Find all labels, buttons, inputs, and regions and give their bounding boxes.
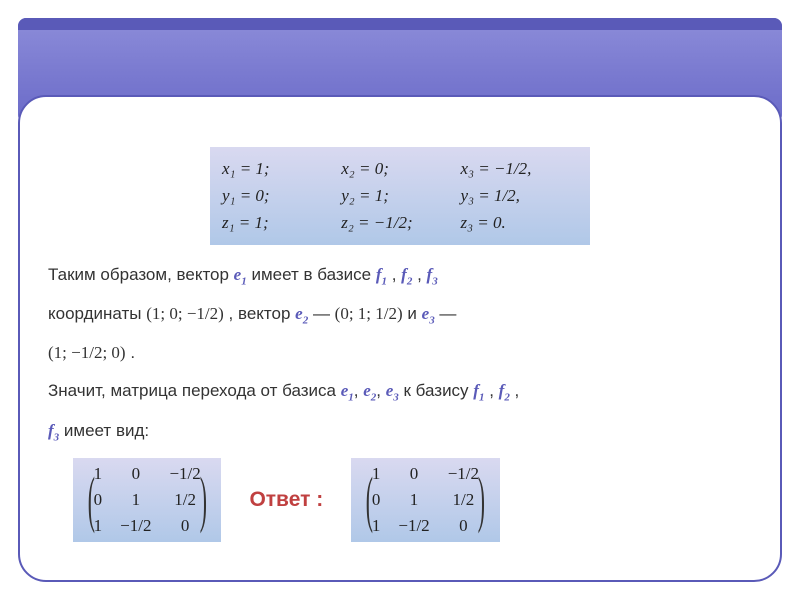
paren-right-icon: ) [199,469,206,531]
equation-row: x₁ = 1; x₂ = 0; x₃ = −1/2, [222,155,578,182]
body-line-4: Значит, матрица перехода от базиса e1, e… [48,375,752,408]
body-line-3: (1; −1/2; 0) . [48,337,752,369]
symbol-f3: f3 [48,421,59,440]
matrix-cell: 1/2 [169,490,200,510]
matrix-grid: 1 0 −1/2 0 1 1/2 1 −1/2 0 [372,464,479,536]
eq-cell: z₁ = 1; [222,209,339,236]
coords-2: (0; 1; 1/2) [335,304,403,323]
matrix-cell: 1 [372,516,381,536]
matrix-cell: −1/2 [120,516,151,536]
symbol-f2: f2 [401,265,412,284]
text: координаты [48,304,146,323]
matrix-cell: 0 [372,490,381,510]
symbol-f3: f3 [427,265,438,284]
symbol-e2: e2 [363,381,376,400]
answer-label: Ответ : [249,488,323,512]
coords-1: (1; 0; −1/2) [146,304,224,323]
text: и [407,304,421,323]
symbol-e3: e3 [422,304,435,323]
matrix-cell: −1/2 [448,464,479,484]
matrix-cell: 1 [398,490,429,510]
matrix-cell: −1/2 [169,464,200,484]
paren-left-icon: ( [366,469,373,531]
symbol-e2: e2 [295,304,308,323]
matrix-cell: 1 [372,464,381,484]
matrix-cell: 1 [120,490,151,510]
matrix-cell: 0 [448,516,479,536]
text: имеет в базисе [251,265,375,284]
symbol-f2: f2 [499,381,510,400]
matrix-cell: −1/2 [398,516,429,536]
symbol-e3: e3 [386,381,399,400]
symbol-e1: e1 [234,265,247,284]
answer-matrix: ( 1 0 −1/2 0 1 1/2 1 −1/2 0 ) [351,458,499,542]
body-line-2: координаты (1; 0; −1/2) , вектор e2 — (0… [48,298,752,331]
eq-cell: y₃ = 1/2, [461,182,578,209]
paren-right-icon: ) [478,469,485,531]
eq-cell: y₁ = 0; [222,182,339,209]
equation-row: y₁ = 0; y₂ = 1; y₃ = 1/2, [222,182,578,209]
symbol-f1: f1 [473,381,484,400]
text: — [313,304,335,323]
matrix-cell: 0 [169,516,200,536]
text: . [130,343,135,362]
eq-cell: x₃ = −1/2, [461,155,578,182]
text: Значит, матрица перехода от базиса [48,381,341,400]
body-line-5: f3 имеет вид: [48,415,752,448]
body-line-1: Таким образом, вектор e1 имеет в базисе … [48,259,752,292]
matrices-row: ( 1 0 −1/2 0 1 1/2 1 −1/2 0 ) Ответ : ( … [48,458,752,542]
text: , вектор [229,304,296,323]
text: Таким образом, вектор [48,265,234,284]
paren-left-icon: ( [88,469,95,531]
symbol-e1: e1 [341,381,354,400]
matrix-cell: 0 [120,464,151,484]
equation-row: z₁ = 1; z₂ = −1/2; z₃ = 0. [222,209,578,236]
matrix-grid: 1 0 −1/2 0 1 1/2 1 −1/2 0 [94,464,201,536]
transition-matrix: ( 1 0 −1/2 0 1 1/2 1 −1/2 0 ) [73,458,221,542]
eq-cell: x₂ = 0; [341,155,458,182]
coords-3: (1; −1/2; 0) [48,343,126,362]
text: к базису [404,381,474,400]
eq-cell: x₁ = 1; [222,155,339,182]
eq-cell: z₃ = 0. [461,209,578,236]
eq-cell: z₂ = −1/2; [341,209,458,236]
eq-cell: y₂ = 1; [341,182,458,209]
content-frame: x₁ = 1; x₂ = 0; x₃ = −1/2, y₁ = 0; y₂ = … [18,95,782,582]
equation-block: x₁ = 1; x₂ = 0; x₃ = −1/2, y₁ = 0; y₂ = … [210,147,590,245]
text: — [439,304,456,323]
matrix-cell: 1/2 [448,490,479,510]
text: имеет вид: [64,421,149,440]
matrix-cell: 0 [398,464,429,484]
symbol-f1: f1 [376,265,387,284]
